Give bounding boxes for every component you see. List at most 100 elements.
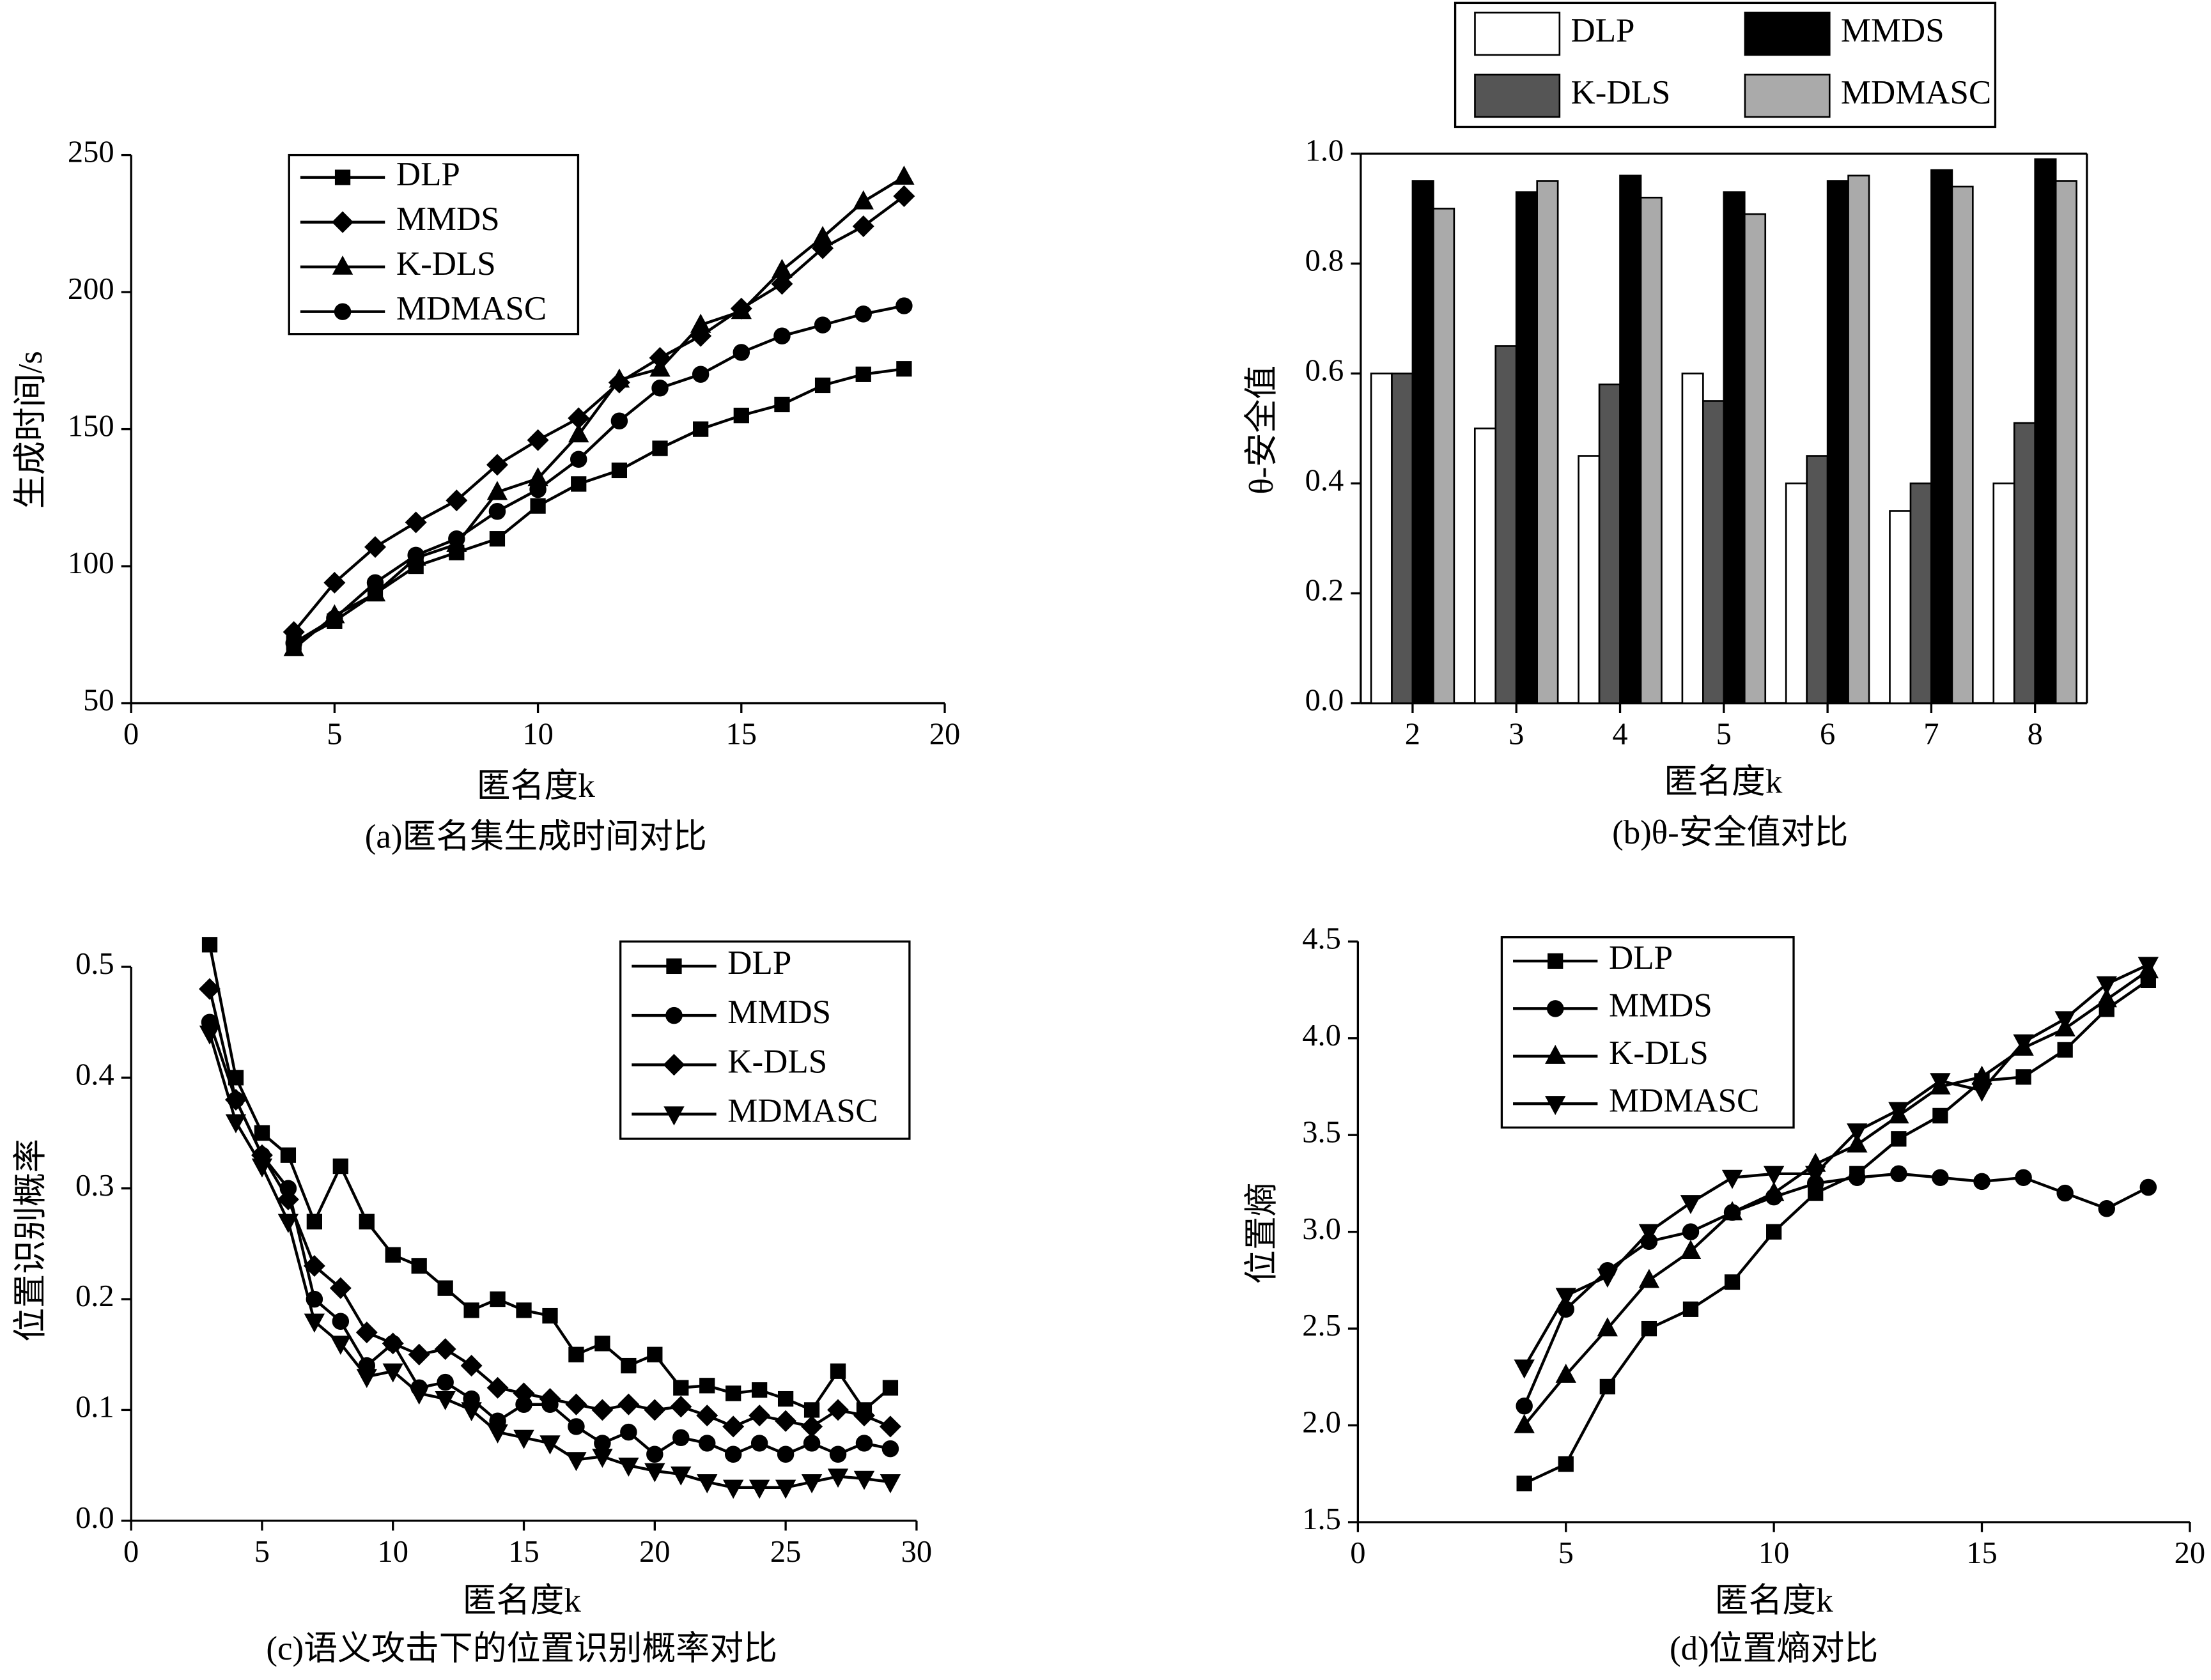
marker-diamond	[329, 1277, 352, 1299]
marker-triangle	[649, 357, 671, 377]
marker-circle	[698, 1435, 716, 1452]
marker-diamond	[827, 1399, 849, 1421]
marker-circle	[896, 297, 913, 314]
bar	[1515, 191, 1539, 704]
marker-circle	[733, 344, 750, 361]
marker-square	[334, 169, 351, 185]
marker-square	[2057, 1042, 2073, 1058]
marker-square	[2015, 1069, 2031, 1085]
marker-down-triangle	[382, 1363, 403, 1383]
legend-label: MDMASC	[1609, 1082, 1759, 1119]
series-line	[293, 176, 905, 650]
bar	[1806, 455, 1829, 704]
bar	[1992, 482, 2015, 704]
marker-square	[777, 1391, 794, 1407]
marker-diamond	[591, 1399, 614, 1421]
marker-square	[1766, 1224, 1782, 1240]
marker-circle	[2056, 1184, 2074, 1202]
bar	[1619, 174, 1642, 704]
marker-down-triangle	[697, 1474, 718, 1493]
legend-label: DLP	[727, 944, 791, 982]
x-tick-label: 15	[508, 1535, 539, 1569]
bar	[1578, 455, 1601, 704]
marker-circle	[672, 1429, 690, 1446]
marker-square	[673, 1380, 689, 1396]
legend-label: MDMASC	[727, 1093, 878, 1130]
y-tick-label: 1.0	[1305, 134, 1344, 168]
marker-down-triangle	[225, 1114, 247, 1134]
bar	[1847, 174, 1870, 704]
marker-square	[752, 1382, 768, 1398]
marker-diamond	[382, 1332, 404, 1355]
x-tick-label: 30	[901, 1535, 933, 1569]
x-axis-label: 匿名度k	[1664, 764, 1783, 801]
marker-circle	[665, 1006, 683, 1024]
marker-square	[411, 1258, 427, 1274]
marker-square	[254, 1125, 270, 1141]
marker-diamond	[303, 1255, 325, 1277]
marker-down-triangle	[435, 1391, 456, 1410]
x-tick-label: 7	[1923, 718, 1939, 751]
legend-label: K-DLS	[727, 1043, 827, 1080]
marker-square	[896, 361, 912, 377]
marker-diamond	[405, 511, 427, 534]
legend-swatch	[1474, 12, 1561, 56]
marker-circle	[646, 1445, 663, 1463]
bar	[1826, 180, 1849, 704]
marker-square	[359, 1214, 375, 1229]
x-tick-label: 0	[123, 1535, 139, 1569]
marker-square	[568, 1346, 584, 1362]
marker-diamond	[527, 429, 549, 451]
chart-title: (a)匿名集生成时间对比	[365, 819, 707, 856]
marker-down-triangle	[1638, 1224, 1660, 1244]
marker-down-triangle	[2137, 957, 2159, 976]
marker-square	[803, 1402, 820, 1418]
marker-square	[725, 1385, 741, 1401]
y-tick-label: 0.8	[1305, 244, 1344, 278]
legend-label: MMDS	[396, 201, 500, 238]
marker-diamond	[775, 1410, 797, 1432]
y-tick-label: 200	[68, 272, 114, 306]
marker-triangle	[1545, 1045, 1566, 1064]
marker-triangle	[690, 313, 711, 333]
marker-down-triangle	[671, 1466, 692, 1486]
marker-circle	[568, 1418, 585, 1435]
marker-triangle	[812, 226, 834, 245]
marker-square	[1599, 1378, 1615, 1395]
marker-down-triangle	[277, 1214, 299, 1233]
marker-circle	[285, 634, 302, 652]
y-tick-label: 0.3	[75, 1169, 114, 1203]
y-axis-label: θ-安全值	[1243, 366, 1280, 495]
marker-diamond	[434, 1338, 456, 1360]
chart-title: (d)位置熵对比	[1670, 1630, 1878, 1667]
marker-circle	[407, 546, 424, 564]
marker-triangle	[486, 481, 508, 500]
y-tick-label: 0.5	[75, 947, 114, 981]
x-tick-label: 6	[1820, 718, 1835, 751]
legend-swatch	[1744, 12, 1831, 56]
marker-diamond	[539, 1388, 561, 1410]
legend-box	[1500, 936, 1795, 1129]
legend-swatch	[1474, 73, 1561, 118]
bar	[1473, 428, 1497, 704]
marker-triangle	[1680, 1240, 1702, 1260]
y-axis-label: 位置识别概率	[12, 1139, 49, 1341]
marker-down-triangle	[1847, 1123, 1868, 1143]
chart-title: (b)θ-安全值对比	[1612, 814, 1848, 851]
bar	[1743, 213, 1767, 704]
marker-diamond	[486, 1376, 509, 1399]
marker-circle	[529, 481, 547, 498]
marker-square	[666, 958, 682, 975]
marker-diamond	[408, 1343, 430, 1366]
marker-triangle	[853, 190, 874, 210]
marker-circle	[651, 380, 669, 397]
marker-down-triangle	[775, 1479, 796, 1499]
marker-down-triangle	[880, 1474, 901, 1493]
marker-down-triangle	[749, 1479, 770, 1499]
series-line	[293, 304, 904, 645]
legend-label: DLP	[396, 156, 460, 193]
marker-down-triangle	[304, 1313, 325, 1333]
marker-triangle	[1638, 1268, 1660, 1288]
marker-diamond	[486, 454, 508, 476]
marker-triangle	[894, 166, 915, 185]
